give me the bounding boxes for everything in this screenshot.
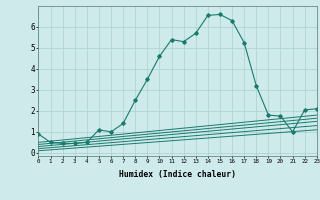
X-axis label: Humidex (Indice chaleur): Humidex (Indice chaleur) xyxy=(119,170,236,179)
